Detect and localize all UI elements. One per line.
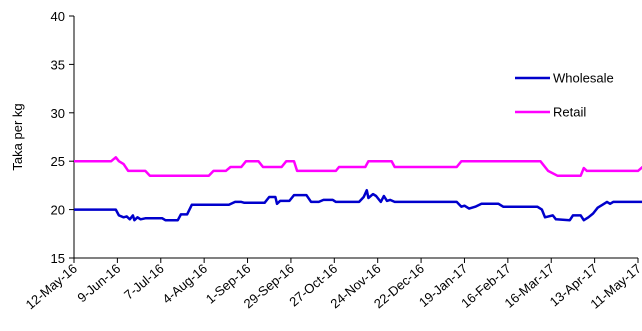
y-tick-label: 25 — [51, 154, 65, 169]
x-axis: 12-May-169-Jun-167-Jul-164-Aug-161-Sep-1… — [23, 257, 642, 312]
y-axis: 15 20 25 30 35 40 — [51, 9, 75, 266]
legend: Wholesale Retail — [515, 71, 614, 120]
x-tick-label: 9-Jun-16 — [74, 261, 123, 305]
x-tick-label: 4-Aug-16 — [159, 261, 210, 307]
series-layer — [74, 156, 642, 222]
y-tick-label: 40 — [51, 9, 65, 24]
y-tick-label: 35 — [51, 57, 65, 72]
legend-label-retail: Retail — [553, 105, 586, 120]
series-line-wholesale — [74, 188, 642, 222]
series-line-retail — [74, 156, 642, 177]
y-axis-title: Taka per kg — [10, 103, 25, 170]
y-tick-label: 15 — [51, 251, 65, 266]
x-tick-label: 12-May-16 — [23, 261, 80, 312]
y-tick-label: 20 — [51, 203, 65, 218]
legend-label-wholesale: Wholesale — [553, 71, 614, 86]
y-tick-label: 30 — [51, 106, 65, 121]
